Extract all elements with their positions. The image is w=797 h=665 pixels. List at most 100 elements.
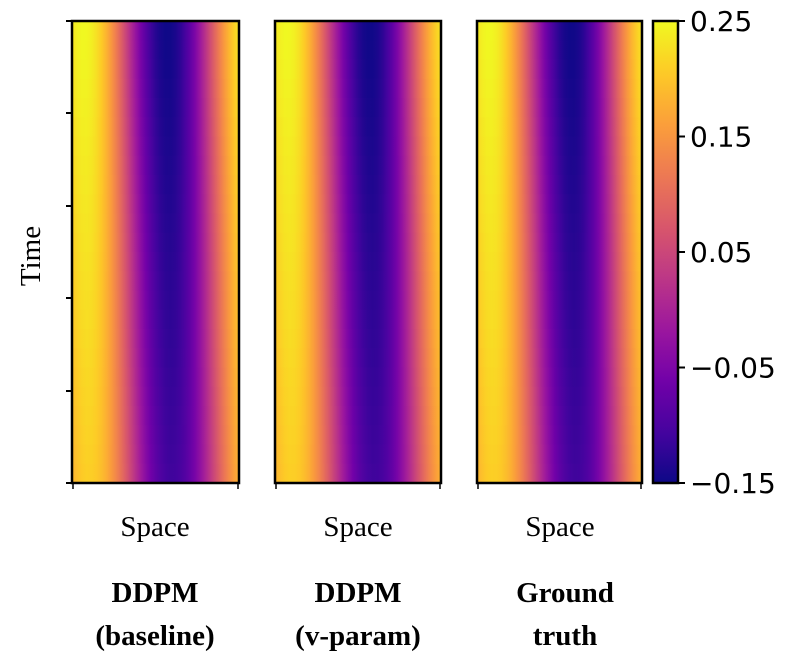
heatmap-row [72, 21, 239, 41]
heatmap-row [477, 329, 642, 349]
heatmap-row [477, 348, 642, 369]
x-axis-label: Space [120, 511, 189, 543]
x-axis-label: Space [323, 511, 392, 543]
heatmap-row [477, 59, 642, 80]
caption-line: Ground [516, 577, 614, 609]
panel-ddpm-vparam: Space [273, 19, 443, 543]
heatmap-row [72, 386, 239, 407]
heatmap-row [275, 290, 441, 311]
colorbar-tick-label: 0.05 [690, 236, 752, 269]
heatmap-ddpm-vparam [275, 21, 441, 484]
heatmap-row [477, 290, 642, 311]
heatmap-row [275, 232, 441, 253]
heatmap-row [275, 329, 441, 349]
heatmap-row [275, 155, 441, 176]
heatmap-row [275, 59, 441, 80]
heatmap-row [72, 348, 239, 369]
heatmap-row [275, 175, 441, 195]
heatmap-row [72, 155, 239, 176]
colorbar-gradient [653, 21, 678, 483]
heatmap-row [477, 463, 642, 484]
heatmap-row [72, 406, 239, 426]
caption-ddpm-vparam: DDPM (v-param) [258, 572, 458, 658]
colorbar-tick-label: −0.05 [690, 352, 776, 385]
heatmap-row [72, 232, 239, 253]
heatmap-row [72, 175, 239, 195]
heatmap-row [72, 463, 239, 484]
heatmap-row [477, 40, 642, 61]
heatmap-row [72, 329, 239, 349]
heatmap-row [477, 213, 642, 234]
heatmap-row [72, 78, 239, 99]
heatmap-row [477, 309, 642, 330]
heatmap-row [477, 425, 642, 446]
panel-frame [273, 19, 443, 485]
panel-frame [475, 19, 644, 485]
heatmap-row [72, 271, 239, 292]
heatmap-row [477, 175, 642, 195]
heatmap-row [72, 367, 239, 388]
caption-ddpm-baseline: DDPM (baseline) [55, 572, 255, 658]
caption-ground-truth: Ground truth [465, 572, 665, 658]
heatmap-row [477, 78, 642, 99]
heatmap-row [72, 213, 239, 234]
heatmap-row [477, 444, 642, 465]
heatmap-ddpm-baseline [72, 21, 239, 484]
heatmap-row [477, 155, 642, 176]
colorbar: 0.25 0.15 0.05 −0.05 −0.15 [651, 5, 776, 500]
panel-frame [70, 19, 241, 485]
caption-line: (v-param) [295, 620, 421, 652]
heatmap-row [72, 444, 239, 465]
heatmap-row [72, 425, 239, 446]
x-axis-label: Space [525, 511, 594, 543]
heatmap-row [275, 367, 441, 388]
heatmap-row [477, 406, 642, 426]
caption-line: truth [532, 620, 598, 652]
heatmap-ground-truth [477, 21, 642, 484]
colorbar-ticks: 0.25 0.15 0.05 −0.05 −0.15 [678, 5, 776, 500]
heatmap-row [275, 136, 441, 157]
heatmap-row [72, 117, 239, 138]
caption-line: (baseline) [95, 620, 215, 652]
y-axis-label: Time [15, 226, 47, 286]
heatmap-row [72, 98, 239, 118]
heatmap-row [477, 232, 642, 253]
heatmap-row [477, 21, 642, 41]
heatmap-row [477, 194, 642, 215]
caption-line: DDPM [111, 577, 199, 609]
colorbar-tick-label: 0.15 [690, 121, 752, 154]
heatmap-row [275, 444, 441, 465]
heatmap-row [275, 386, 441, 407]
heatmap-row [275, 271, 441, 292]
heatmap-row [477, 117, 642, 138]
caption-line: DDPM [314, 577, 402, 609]
x-ticks [72, 484, 642, 489]
heatmap-row [275, 463, 441, 484]
y-ticks [66, 20, 72, 484]
heatmap-row [477, 136, 642, 157]
heatmap-row [275, 40, 441, 61]
heatmap-row [72, 252, 239, 272]
heatmap-row [275, 309, 441, 330]
heatmap-row [72, 40, 239, 61]
heatmap-row [477, 98, 642, 118]
heatmap-row [275, 213, 441, 234]
heatmap-row [275, 78, 441, 99]
heatmap-row [477, 386, 642, 407]
panel-ground-truth: Space [475, 19, 644, 543]
heatmap-row [275, 98, 441, 118]
heatmap-row [72, 309, 239, 330]
heatmap-row [477, 367, 642, 388]
heatmap-row [477, 271, 642, 292]
heatmap-row [275, 21, 441, 41]
heatmap-row [275, 406, 441, 426]
colorbar-tick-label: 0.25 [690, 5, 752, 38]
heatmap-row [72, 59, 239, 80]
heatmap-row [275, 348, 441, 369]
panel-ddpm-baseline: Space [70, 19, 241, 543]
heatmap-row [275, 252, 441, 272]
heatmap-row [275, 194, 441, 215]
heatmap-row [72, 136, 239, 157]
heatmap-row [275, 425, 441, 446]
